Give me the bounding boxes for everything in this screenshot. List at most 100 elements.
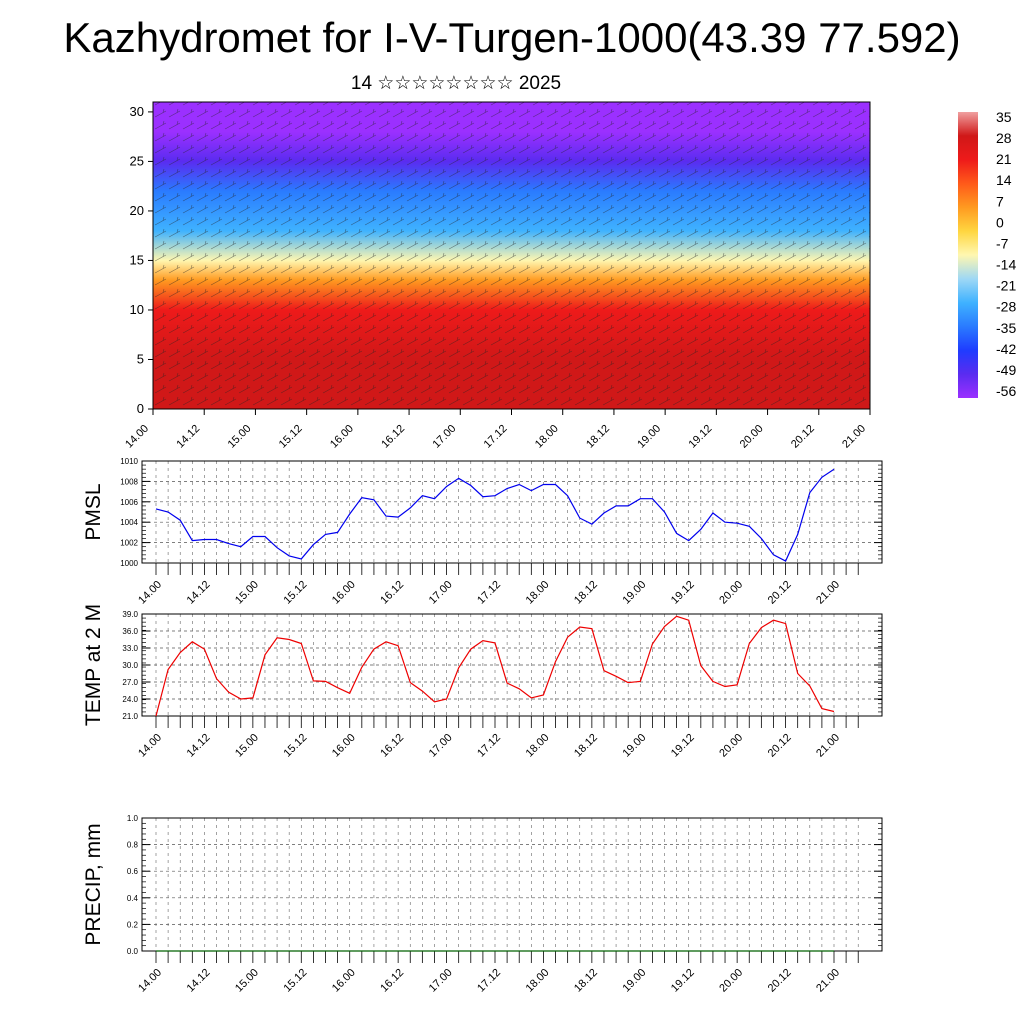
y-tick-label: 36.0: [122, 627, 138, 636]
x-tick-label: 19.12: [669, 732, 697, 760]
x-tick-label: 17.00: [427, 579, 455, 607]
y-tick-label: 15: [130, 252, 144, 267]
y-tick-label: 1006: [120, 498, 138, 507]
x-tick-label: 18.00: [524, 967, 552, 995]
series-line: [155, 615, 835, 717]
x-tick-label: 19.12: [669, 579, 697, 607]
x-tick-label: 17.00: [430, 423, 458, 451]
y-tick-label: 0.6: [127, 867, 139, 876]
x-tick-label: 15.00: [226, 423, 254, 451]
y-axis-label: PRECIP, mm: [82, 823, 105, 945]
x-tick-label: 19.12: [687, 423, 715, 451]
x-tick-label: 14.12: [174, 423, 202, 451]
colorbar-label: 14: [996, 172, 1012, 188]
x-tick-label: 16.00: [330, 732, 358, 760]
heatmap-panel: 0 5 10 15 20 25 30 14.00 14.12 15.00 15.12 16.00 16.…: [123, 101, 871, 451]
x-tick-label: 18.00: [533, 423, 561, 451]
colorbar-label: -14: [996, 257, 1016, 273]
x-tick-label: 20.12: [766, 579, 794, 607]
x-tick-label: 15.00: [233, 579, 261, 607]
x-tick-label: 17.00: [427, 732, 455, 760]
x-tick-label: 21.00: [814, 579, 842, 607]
y-tick-label: 39.0: [122, 610, 138, 619]
x-tick-label: 17.12: [482, 423, 510, 451]
y-tick-label: 1000: [120, 559, 138, 568]
x-tick-label: 14.00: [136, 579, 164, 607]
y-tick-label: 0: [137, 401, 144, 416]
pmsl-panel: 1010 1008 1006 1004 1002 1000 14.00 14.12 15.00 1…: [82, 457, 883, 607]
colorbar-label: 28: [996, 130, 1012, 146]
x-tick-label: 20.12: [766, 967, 794, 995]
x-tick-label: 14.00: [123, 423, 151, 451]
x-tick-label: 15.00: [233, 967, 261, 995]
y-tick-label: 1002: [120, 539, 138, 548]
colorbar-label: -42: [996, 341, 1016, 357]
x-tick-label: 17.00: [427, 967, 455, 995]
x-tick-label: 19.00: [620, 579, 648, 607]
x-tick-label: 17.12: [475, 732, 503, 760]
colorbar-label: -35: [996, 320, 1016, 336]
x-tick-label: 19.00: [620, 732, 648, 760]
x-tick-label: 19.12: [669, 967, 697, 995]
colorbar: 35 28 21 14 7 0 -7 -14 -21 -28 -35 -42 -49 -56: [958, 109, 1016, 399]
x-tick-label: 16.00: [328, 423, 356, 451]
x-tick-label: 19.00: [620, 967, 648, 995]
x-tick-label: 18.12: [572, 732, 600, 760]
x-tick-label: 20.00: [717, 579, 745, 607]
x-tick-label: 14.12: [185, 732, 213, 760]
x-tick-label: 14.12: [185, 579, 213, 607]
y-axis-label: TEMP at 2 M: [82, 604, 105, 726]
x-tick-label: 14.00: [136, 732, 164, 760]
x-tick-label: 15.00: [233, 732, 261, 760]
y-tick-label: 10: [130, 302, 144, 317]
x-tick-label: 16.12: [378, 579, 406, 607]
x-tick-label: 15.12: [281, 967, 309, 995]
x-tick-label: 21.00: [840, 423, 868, 451]
precip-panel: 1.0 0.8 0.6 0.4 0.2 0.0 14.00 14.12 15.00 15.12 16…: [82, 814, 883, 995]
colorbar-label: -7: [996, 235, 1009, 251]
x-tick-label: 20.00: [717, 732, 745, 760]
x-tick-label: 16.00: [330, 967, 358, 995]
colorbar-label: -28: [996, 299, 1016, 315]
y-tick-label: 27.0: [122, 678, 138, 687]
temp-panel: 39.0 36.0 33.0 30.0 27.0 24.0 21.0 14.00 14.12 15…: [82, 604, 883, 760]
y-tick-label: 24.0: [122, 695, 138, 704]
colorbar-label: 21: [996, 151, 1012, 167]
x-tick-label: 17.12: [475, 967, 503, 995]
colorbar-bar: [958, 112, 978, 398]
x-tick-label: 16.00: [330, 579, 358, 607]
x-tick-label: 20.12: [766, 732, 794, 760]
wind-barbs: [153, 102, 870, 409]
x-tick-label: 15.12: [281, 732, 309, 760]
x-tick-label: 15.12: [277, 423, 305, 451]
y-tick-label: 30.0: [122, 661, 138, 670]
x-tick-label: 18.12: [572, 579, 600, 607]
x-tick-label: 16.12: [378, 732, 406, 760]
y-tick-label: 33.0: [122, 644, 138, 653]
x-tick-label: 14.12: [185, 967, 213, 995]
x-tick-label: 19.00: [635, 423, 663, 451]
panel-frame: [141, 460, 883, 564]
x-tick-label: 20.00: [738, 423, 766, 451]
x-tick-label: 18.12: [584, 423, 612, 451]
panel-frame: [141, 613, 883, 717]
y-tick-label: 0.8: [127, 841, 139, 850]
x-tick-label: 17.12: [475, 579, 503, 607]
x-tick-label: 15.12: [281, 579, 309, 607]
chart-title: Kazhydromet for I-V-Turgen-1000(43.39 77…: [63, 14, 961, 61]
x-tick-label: 16.12: [379, 423, 407, 451]
colorbar-label: -21: [996, 278, 1016, 294]
x-tick-label: 21.00: [814, 967, 842, 995]
y-tick-label: 1.0: [127, 814, 139, 823]
x-tick-label: 16.12: [378, 967, 406, 995]
colorbar-label: -49: [996, 362, 1016, 378]
y-tick-label: 1004: [120, 518, 138, 527]
x-tick-label: 20.00: [717, 967, 745, 995]
x-tick-label: 18.00: [524, 579, 552, 607]
y-tick-label: 1008: [120, 477, 138, 486]
colorbar-label: 7: [996, 193, 1004, 209]
y-tick-label: 0.2: [127, 920, 139, 929]
y-tick-label: 30: [130, 104, 144, 119]
x-tick-label: 18.00: [524, 732, 552, 760]
